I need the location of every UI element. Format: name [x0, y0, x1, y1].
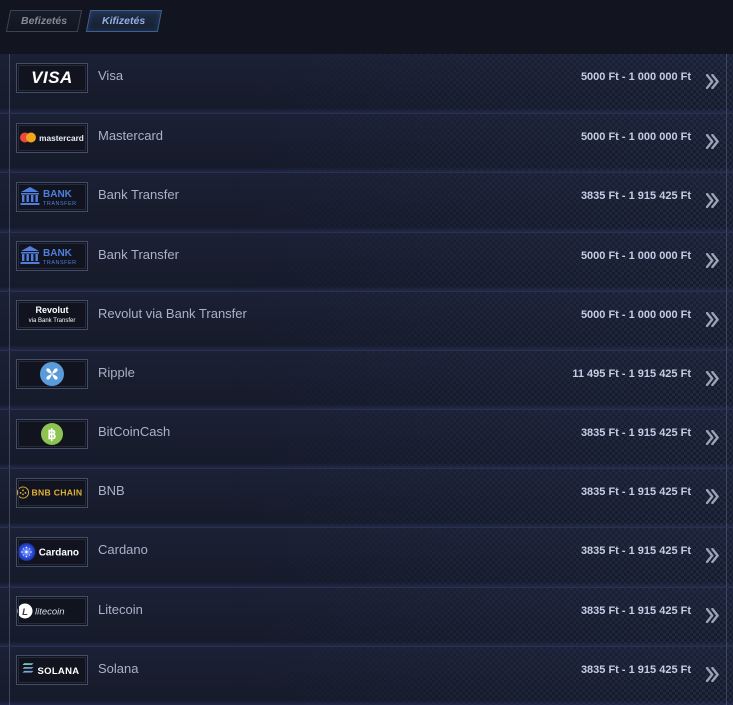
- svg-text:BANK: BANK: [43, 248, 73, 259]
- svg-text:Cardano: Cardano: [39, 547, 79, 558]
- svg-text:BNB CHAIN: BNB CHAIN: [32, 488, 83, 498]
- svg-text:SOLANA: SOLANA: [38, 666, 80, 677]
- svg-text:TRANSFER: TRANSFER: [43, 260, 77, 266]
- svg-text:via Bank Transfer: via Bank Transfer: [29, 318, 76, 324]
- svg-text:฿: ฿: [48, 426, 57, 442]
- svg-text:BANK: BANK: [43, 189, 73, 200]
- svg-text:TRANSFER: TRANSFER: [43, 201, 77, 207]
- svg-text:L: L: [22, 607, 28, 618]
- svg-text:Revolut: Revolut: [35, 305, 68, 315]
- svg-text:litecoin: litecoin: [35, 607, 65, 618]
